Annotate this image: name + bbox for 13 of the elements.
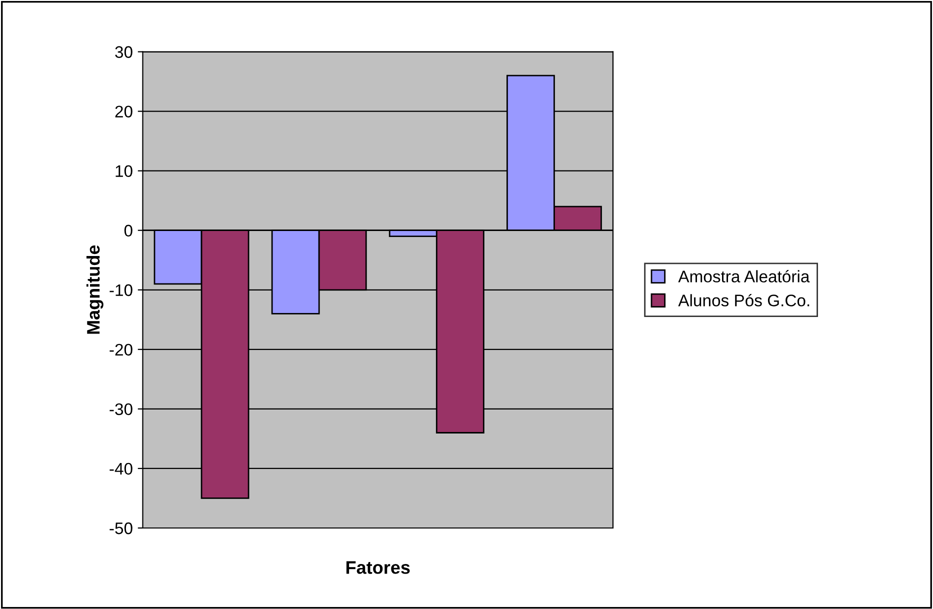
y-tick-label: 0 — [124, 224, 132, 237]
y-tick-label: -50 — [110, 522, 132, 534]
y-tick-label: 10 — [116, 165, 132, 178]
y-tick-label: 30 — [115, 46, 132, 58]
y-tick-label: -10 — [110, 284, 132, 296]
y-tick-label: -40 — [110, 462, 132, 475]
legend-label: Alunos Pós G.Co. — [678, 294, 810, 306]
x-axis-title: Fatores — [346, 561, 410, 574]
y-tick-label: -30 — [110, 403, 132, 416]
legend-label: Amostra Aleatória — [678, 270, 810, 282]
y-tick-label: -20 — [110, 344, 132, 356]
y-axis-title: Magnitude — [86, 245, 104, 334]
y-tick-label: 20 — [115, 106, 132, 118]
